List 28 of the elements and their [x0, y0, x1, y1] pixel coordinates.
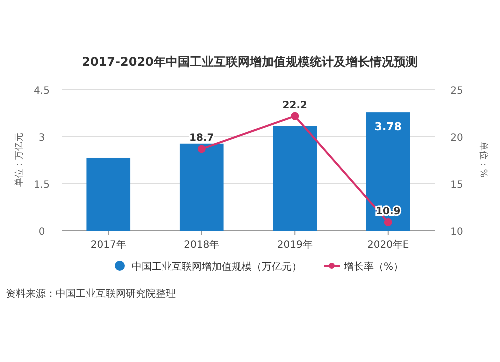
x-tick-label: 2018年 — [184, 239, 220, 251]
text: 资料来源：中国工业互联网研究院整理 — [6, 288, 176, 300]
y-axis-title: 单位：万亿元 — [14, 133, 25, 187]
bar — [273, 126, 318, 231]
y-tick-label: 0 — [38, 227, 46, 238]
y2-tick-label: 25 — [450, 86, 464, 97]
chart-title: 2017-2020年中国工业互联网增加值规模统计及增长情况预测 — [82, 55, 418, 69]
point — [291, 112, 300, 120]
data-label: 18.7 — [190, 133, 214, 144]
legend-label: 中国工业互联网增加值规模（万亿元） — [132, 261, 302, 273]
point — [198, 145, 206, 154]
y2-tick-label: 20 — [450, 133, 464, 144]
y2-axis-title: 单位：% — [478, 142, 489, 178]
bar — [180, 144, 224, 231]
y2-tick-label: 10 — [450, 227, 464, 238]
x-tick-label: 2017年 — [90, 239, 126, 251]
x-tick-label: 2019年 — [277, 239, 313, 251]
point — [384, 218, 392, 227]
bar — [86, 158, 131, 231]
y-tick-label: 3 — [38, 133, 46, 144]
data-label: 3.78 — [374, 120, 402, 134]
y2-tick-label: 15 — [450, 180, 464, 191]
y-tick-label: 1.5 — [34, 180, 50, 191]
legend-label: 增长率（%） — [343, 261, 404, 273]
bar — [366, 112, 410, 231]
data-label: 22.2 — [282, 100, 308, 112]
y-tick-label: 4.5 — [34, 86, 50, 97]
x-tick-label: 2020年E — [367, 239, 410, 251]
